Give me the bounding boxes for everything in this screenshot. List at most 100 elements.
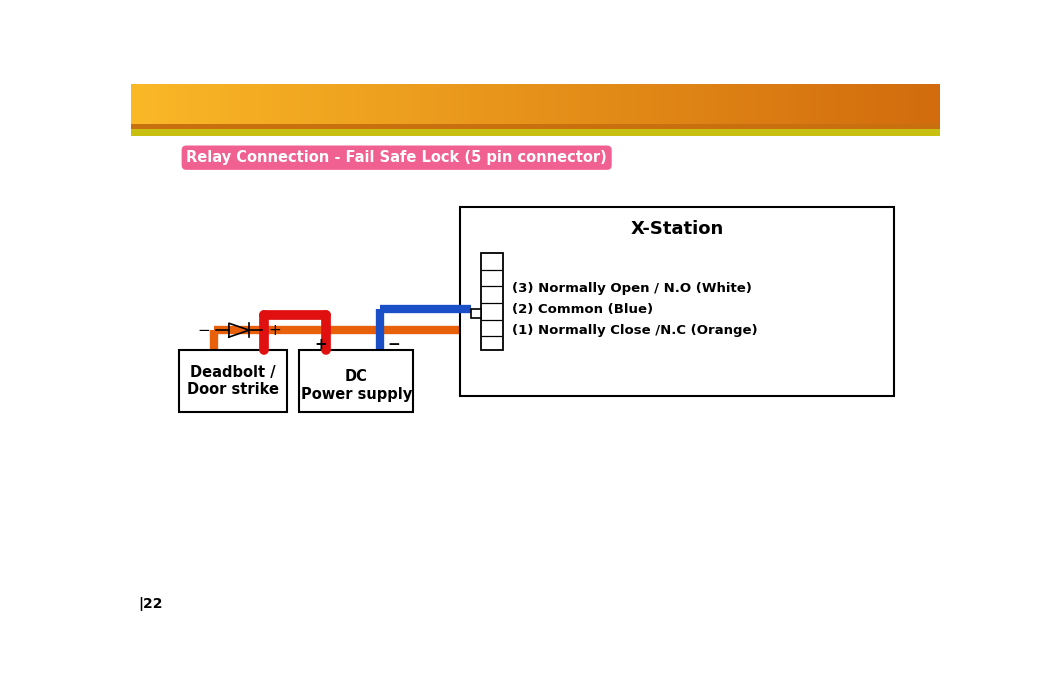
Bar	[438, 84, 442, 124]
Bar	[568, 84, 571, 124]
Bar	[365, 84, 370, 124]
Bar	[426, 84, 430, 124]
Text: +: +	[315, 336, 328, 352]
Bar	[482, 84, 487, 124]
Bar	[472, 309, 481, 318]
Bar	[661, 84, 664, 124]
Bar	[199, 84, 204, 124]
Bar	[862, 84, 867, 124]
Bar	[624, 84, 628, 124]
Bar	[300, 350, 413, 412]
Bar	[204, 84, 208, 124]
Bar	[175, 84, 180, 124]
Bar	[268, 84, 272, 124]
Bar	[871, 84, 875, 124]
Bar	[208, 84, 211, 124]
Text: (1) Normally Close /N.C (Orange): (1) Normally Close /N.C (Orange)	[512, 324, 758, 336]
Bar	[652, 84, 657, 124]
Bar	[446, 84, 450, 124]
Bar	[316, 84, 321, 124]
Bar	[228, 84, 232, 124]
Bar	[357, 84, 361, 124]
Text: Deadbolt /
Door strike: Deadbolt / Door strike	[187, 365, 279, 397]
Bar	[183, 84, 187, 124]
Bar	[681, 84, 685, 124]
Bar	[502, 84, 506, 124]
Bar	[843, 84, 847, 124]
Bar	[847, 84, 851, 124]
Bar	[640, 84, 644, 124]
Bar	[693, 84, 696, 124]
Bar	[527, 84, 531, 124]
Bar	[879, 84, 883, 124]
Bar	[305, 84, 309, 124]
Bar	[373, 84, 377, 124]
Bar	[705, 84, 709, 124]
Bar	[413, 84, 418, 124]
Bar	[762, 84, 765, 124]
Bar	[927, 84, 931, 124]
Bar	[434, 84, 438, 124]
Bar	[689, 84, 693, 124]
Bar	[782, 84, 786, 124]
Bar	[818, 84, 823, 124]
Bar	[648, 84, 652, 124]
Bar	[608, 84, 612, 124]
Bar	[539, 84, 543, 124]
Text: X-Station: X-Station	[631, 220, 723, 238]
Bar	[741, 84, 745, 124]
Bar	[515, 84, 519, 124]
Bar	[745, 84, 750, 124]
Bar	[211, 84, 215, 124]
Bar	[195, 84, 199, 124]
Bar	[458, 84, 462, 124]
Bar	[296, 84, 301, 124]
Bar	[394, 84, 398, 124]
Bar	[765, 84, 769, 124]
Bar	[155, 84, 159, 124]
Bar	[340, 84, 345, 124]
Bar	[163, 84, 167, 124]
Bar	[584, 84, 588, 124]
Bar	[223, 84, 228, 124]
Bar	[672, 84, 677, 124]
Bar	[531, 84, 535, 124]
Text: −: −	[387, 336, 401, 352]
Bar	[709, 84, 713, 124]
Bar	[786, 84, 790, 124]
Bar	[470, 84, 474, 124]
Bar	[236, 84, 240, 124]
Bar	[560, 84, 564, 124]
Bar	[389, 84, 394, 124]
Bar	[139, 84, 143, 124]
Bar	[628, 84, 632, 124]
Bar	[721, 84, 726, 124]
Bar	[130, 84, 135, 124]
Bar	[337, 84, 340, 124]
Bar	[487, 84, 491, 124]
Bar	[729, 84, 733, 124]
Bar	[620, 84, 624, 124]
Text: (3) Normally Open / N.O (White): (3) Normally Open / N.O (White)	[512, 282, 752, 295]
Bar	[564, 84, 568, 124]
Bar	[592, 84, 596, 124]
Bar	[588, 84, 592, 124]
Text: (2) Common (Blue): (2) Common (Blue)	[512, 303, 652, 316]
Bar	[867, 84, 871, 124]
Bar	[288, 84, 292, 124]
Bar	[579, 84, 584, 124]
Bar	[523, 84, 527, 124]
Bar	[826, 84, 830, 124]
Text: Relay Connection - Fail Safe Lock (5 pin connector): Relay Connection - Fail Safe Lock (5 pin…	[186, 150, 607, 165]
Bar	[276, 84, 280, 124]
Bar	[321, 84, 325, 124]
Bar	[215, 84, 219, 124]
Bar	[409, 84, 413, 124]
Bar	[349, 84, 353, 124]
Bar	[135, 84, 139, 124]
Bar	[596, 84, 599, 124]
Bar	[478, 84, 482, 124]
Bar	[806, 84, 810, 124]
Bar	[252, 84, 256, 124]
Bar	[733, 84, 737, 124]
